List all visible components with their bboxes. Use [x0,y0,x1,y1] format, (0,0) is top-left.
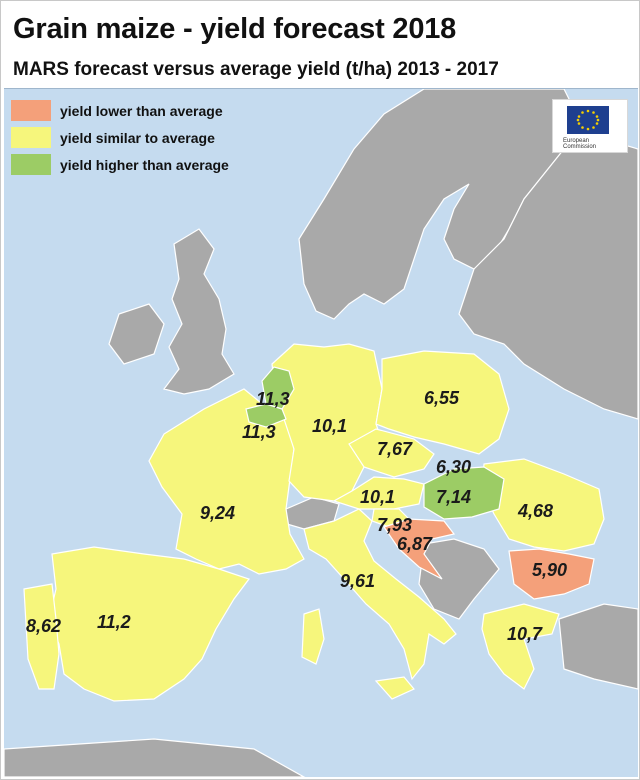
scandinavia-region [298,89,580,320]
legend-swatch-lower [11,100,51,121]
value-hungary: 7,14 [436,487,472,507]
value-romania: 4,68 [518,501,554,521]
ireland-region [108,303,165,365]
european-commission-logo: European Commission [552,99,628,153]
croatia-shape [383,518,456,580]
value-italy: 9,61 [340,571,376,591]
logo-text-line1: European [563,138,590,144]
legend-label-higher: yield higher than average [60,156,229,173]
sardinia-shape [301,608,325,665]
legend-label-lower: yield lower than average [60,102,223,119]
belgium-shape [245,403,287,428]
greece-shape [481,603,560,690]
value-greece: 10,7 [507,624,543,644]
east-region [458,138,638,420]
legend-label-similar: yield similar to average [60,129,215,146]
value-croatia: 6,87 [397,534,433,554]
italy-shape [303,508,457,681]
map-title: Grain maize - yield forecast 2018 [13,13,457,45]
value-portugal: 8,62 [26,616,62,636]
value-czechia: 7,67 [377,439,413,459]
value-spain: 11,2 [97,612,131,632]
uk-region [162,228,235,395]
turkey-region [558,603,638,690]
eu-flag-icon [567,106,609,134]
value-netherlands: 11,3 [256,389,290,409]
sicily-shape [374,676,415,700]
value-austria: 10,1 [360,487,396,507]
portugal-shape [23,583,60,690]
europe-map-svg [4,89,638,777]
czechia-shape [348,428,435,478]
logo-text: European Commission [563,138,596,150]
bulgaria-shape [508,548,595,600]
legend-item-lower: yield lower than average [11,97,261,124]
value-bulgaria: 5,90 [532,560,568,580]
value-poland: 6,55 [424,388,460,408]
value-belgium: 11,3 [242,422,276,442]
legend-item-similar: yield similar to average [11,124,261,151]
legend-item-higher: yield higher than average [11,151,261,178]
map-subtitle: MARS forecast versus average yield (t/ha… [13,59,499,80]
legend-swatch-higher [11,154,51,175]
value-slovakia: 6,30 [436,457,472,477]
logo-text-line2: Commission [563,144,597,150]
map-area: yield lower than average yield similar t… [4,88,638,777]
value-france: 9,24 [200,503,236,523]
north-africa-region [4,738,306,777]
map-legend: yield lower than average yield similar t… [11,97,261,178]
value-germany: 10,1 [312,416,348,436]
spain-shape [48,546,250,702]
value-slovenia: 7,93 [377,515,413,535]
hungary-shape [423,466,505,520]
poland-shape [375,350,510,455]
legend-swatch-similar [11,127,51,148]
balkans-region [418,538,500,620]
